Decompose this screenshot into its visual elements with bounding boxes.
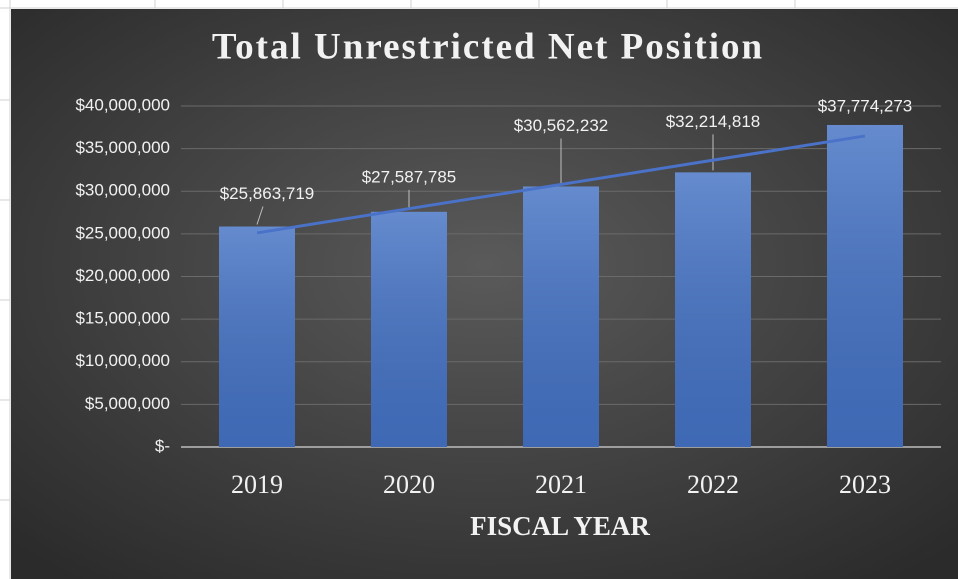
trendline bbox=[256, 134, 866, 235]
x-tick-label: 2019 bbox=[231, 470, 283, 499]
y-tick-label: $30,000,000 bbox=[75, 181, 170, 200]
y-tick-label: $25,000,000 bbox=[75, 223, 170, 242]
bar-shading bbox=[523, 186, 599, 447]
x-tick-label: 2020 bbox=[383, 470, 435, 499]
data-label: $30,562,232 bbox=[514, 116, 609, 135]
bar-shading bbox=[219, 226, 295, 447]
x-tick-label: 2022 bbox=[687, 470, 739, 499]
leader-line bbox=[256, 206, 264, 225]
chart-background bbox=[11, 9, 958, 579]
bar-shading bbox=[371, 211, 447, 447]
y-tick-label: $10,000,000 bbox=[75, 351, 170, 370]
bar-shading bbox=[827, 124, 903, 448]
y-tick-label: $15,000,000 bbox=[75, 309, 170, 328]
x-axis-label: FISCAL YEAR bbox=[470, 511, 650, 541]
chart-title: Total Unrestricted Net Position bbox=[212, 26, 764, 67]
data-label: $37,774,273 bbox=[818, 96, 913, 115]
x-tick-label: 2021 bbox=[535, 470, 587, 499]
data-label: $32,214,818 bbox=[666, 112, 761, 131]
y-tick-label: $20,000,000 bbox=[75, 266, 170, 285]
data-label: $25,863,719 bbox=[220, 184, 315, 203]
y-tick-label: $5,000,000 bbox=[85, 394, 170, 413]
bar-shading bbox=[675, 172, 751, 447]
y-tick-label: $35,000,000 bbox=[75, 138, 170, 157]
data-label: $27,587,785 bbox=[362, 167, 457, 186]
y-tick-label: $40,000,000 bbox=[75, 95, 170, 114]
y-tick-label: $- bbox=[155, 436, 170, 455]
x-tick-label: 2023 bbox=[839, 470, 891, 499]
